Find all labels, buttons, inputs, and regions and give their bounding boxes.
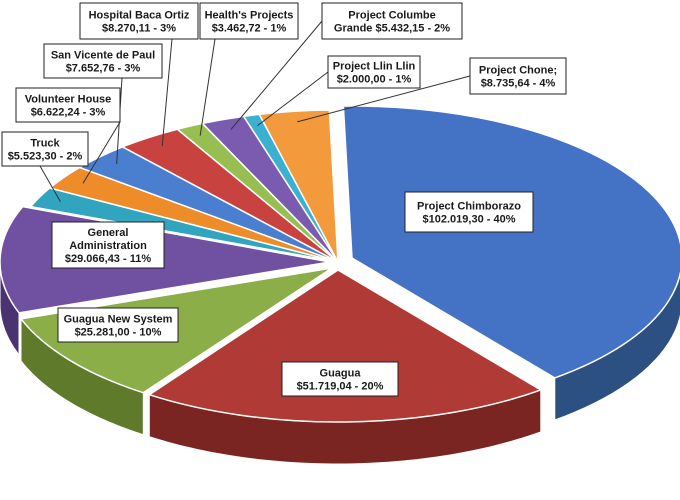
label-box-5: [15, 87, 121, 123]
label-box-4: [1, 131, 89, 167]
label-text-1: Guagua $51.719,04 - 20%: [297, 368, 384, 393]
label-text-8: Health's Projects $3.462,72 - 1%: [205, 10, 294, 35]
label-box-11: [469, 57, 567, 95]
slice-labels: Project Chimborazo $102.019,30 - 40% Guagu…: [1, 2, 567, 397]
slice-label-9: Project Columbe Grande $5.432,15 - 2%: [321, 2, 463, 40]
slice-label-5: Volunteer House $6.622,24 - 3%: [15, 87, 121, 123]
label-text-7: Hospital Baca Ortiz $8.270,11 - 3%: [89, 10, 190, 35]
slice-label-10: Project Llin Llin $2.000,00 - 1%: [327, 55, 421, 89]
label-box-6: [43, 43, 163, 79]
leader-line-7: [161, 38, 173, 147]
label-text-6: San Vicente de Paul $7.652,76 - 3%: [51, 50, 155, 75]
label-text-0: Project Chimborazo $102.019,30 - 40%: [417, 201, 521, 226]
leader-line-4: [39, 165, 61, 202]
label-box-8: [199, 2, 299, 40]
leader-line-9: [230, 20, 323, 130]
slice-1: [147, 269, 543, 423]
slice-label-11: Project Chone; $8.735,64 - 4%: [469, 57, 567, 95]
slice-0: [342, 105, 680, 379]
leader-lines: [39, 20, 471, 202]
label-text-5: Volunteer House $6.622,24 - 3%: [25, 94, 112, 119]
label-box-7: [79, 2, 199, 40]
slice-label-7: Hospital Baca Ortiz $8.270,11 - 3%: [79, 2, 199, 40]
label-text-3: General Administration $29.066,43 - 11%: [65, 227, 151, 265]
label-box-3: [51, 221, 165, 269]
slice-label-0: Project Chimborazo $102.019,30 - 40%: [404, 191, 534, 233]
slice-11: [258, 109, 339, 263]
label-box-2: [57, 307, 179, 343]
label-text-4: Truck $5.523,30 - 2%: [8, 138, 83, 163]
label-text-10: Project Llin Llin $2.000,00 - 1%: [333, 61, 416, 86]
slice-label-8: Health's Projects $3.462,72 - 1%: [199, 2, 299, 40]
slice-label-6: San Vicente de Paul $7.652,76 - 3%: [43, 43, 163, 79]
leader-line-8: [199, 38, 216, 136]
leader-line-5: [82, 121, 121, 184]
leader-line-10: [257, 71, 329, 126]
slice-label-2: Guagua New System $25.281,00 - 10%: [57, 307, 179, 343]
label-text-11: Project Chone; $8.735,64 - 4%: [479, 65, 557, 90]
leader-line-11: [297, 75, 471, 123]
label-text-2: Guagua New System $25.281,00 - 10%: [64, 314, 173, 339]
label-box-0: [404, 191, 534, 233]
pie-side-walls: [0, 263, 680, 465]
label-box-1: [281, 361, 399, 397]
label-box-10: [327, 55, 421, 89]
slice-label-1: Guagua $51.719,04 - 20%: [281, 361, 399, 397]
slice-label-4: Truck $5.523,30 - 2%: [1, 131, 89, 167]
slice-label-3: General Administration $29.066,43 - 11%: [51, 221, 165, 269]
label-box-9: [321, 2, 463, 40]
label-text-9: Project Columbe Grande $5.432,15 - 2%: [334, 10, 450, 35]
